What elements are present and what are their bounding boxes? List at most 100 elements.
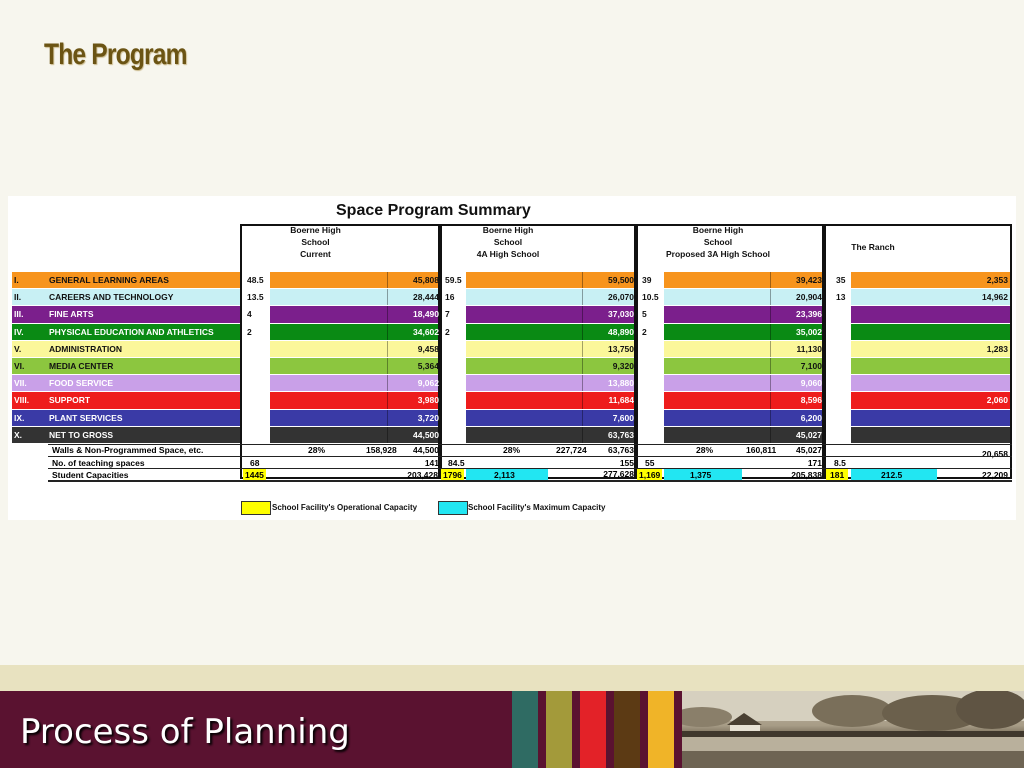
row-bar-divider bbox=[770, 409, 771, 426]
row-bar bbox=[466, 272, 634, 289]
row-number: II. bbox=[14, 292, 22, 303]
row-area: 13,750 bbox=[608, 343, 634, 354]
row-area: 14,962 bbox=[982, 292, 1008, 303]
row-bar bbox=[466, 358, 634, 375]
row-label: MEDIA CENTER bbox=[49, 361, 114, 371]
column-header-line: Current bbox=[300, 249, 331, 259]
capacity-value: 277,628 bbox=[603, 469, 634, 479]
row-bar bbox=[851, 358, 1010, 375]
row-bar bbox=[270, 272, 438, 289]
row-number: VII. bbox=[14, 378, 27, 389]
row-bar bbox=[664, 392, 822, 409]
row-label-band bbox=[12, 272, 240, 289]
capacity-rule bbox=[48, 468, 1012, 469]
row-bar-divider bbox=[770, 340, 771, 357]
row-bar bbox=[664, 306, 822, 323]
row-bar-divider bbox=[582, 409, 583, 426]
row-label: PHYSICAL EDUCATION AND ATHLETICS bbox=[49, 326, 214, 337]
row-bar-divider bbox=[387, 358, 388, 375]
row-bar bbox=[851, 409, 1010, 426]
row-bar-divider bbox=[582, 306, 583, 323]
row-bar bbox=[664, 323, 822, 340]
row-bar bbox=[851, 375, 1010, 392]
row-bar-divider bbox=[770, 392, 771, 409]
row-bar-divider bbox=[387, 323, 388, 340]
row-area: 11,130 bbox=[796, 343, 822, 354]
row-area: 13,880 bbox=[608, 378, 634, 389]
row-bar-divider bbox=[582, 358, 583, 375]
row-area: 3,980 bbox=[417, 395, 439, 406]
row-area: 45,808 bbox=[413, 275, 439, 285]
row-bar bbox=[466, 392, 634, 409]
row-bar bbox=[270, 323, 438, 340]
row-area: 63,763 bbox=[608, 429, 634, 440]
row-label: NET TO GROSS bbox=[49, 429, 114, 440]
column-header-line: Boerne High bbox=[692, 225, 744, 235]
row-bar bbox=[466, 289, 634, 306]
row-area: 20,904 bbox=[796, 292, 822, 303]
row-label: FINE ARTS bbox=[49, 309, 94, 320]
row-count: 16 bbox=[445, 292, 455, 303]
walls-total: 227,724 bbox=[556, 445, 587, 455]
row-area: 3,720 bbox=[417, 412, 439, 423]
row-count: 2 bbox=[642, 326, 647, 337]
walls-percent: 28% bbox=[308, 445, 326, 455]
row-number: V. bbox=[14, 343, 22, 354]
walls-value: 45,027 bbox=[796, 445, 822, 455]
walls-value: 20,658 bbox=[982, 449, 1008, 459]
row-bar bbox=[851, 306, 1010, 323]
row-bar-divider bbox=[387, 340, 388, 357]
column-header-line: School bbox=[301, 237, 330, 247]
row-bar-divider bbox=[770, 323, 771, 340]
row-area: 39,423 bbox=[796, 275, 822, 285]
teaching-value: 141 bbox=[424, 458, 439, 468]
row-bar-divider bbox=[770, 272, 771, 289]
row-label-band bbox=[12, 392, 240, 409]
row-bar bbox=[270, 409, 438, 426]
row-bar bbox=[270, 375, 438, 392]
column-box-1 bbox=[240, 224, 440, 479]
row-bar-divider bbox=[582, 340, 583, 357]
row-label-band bbox=[12, 358, 240, 375]
row-bar bbox=[664, 426, 822, 443]
row-bar-divider bbox=[387, 409, 388, 426]
capacity-operational: 181 bbox=[826, 469, 849, 481]
row-number: X. bbox=[14, 429, 23, 440]
teaching-count: 55 bbox=[645, 458, 655, 468]
row-area: 9,060 bbox=[800, 378, 822, 389]
row-bar-divider bbox=[770, 358, 771, 375]
row-bar bbox=[851, 272, 1010, 289]
row-bar bbox=[466, 323, 634, 340]
capacity-operational: 1445 bbox=[243, 469, 266, 481]
row-bar bbox=[664, 272, 822, 289]
row-label: ADMINISTRATION bbox=[49, 343, 123, 354]
row-area: 34,602 bbox=[413, 326, 439, 337]
row-area: 48,890 bbox=[608, 326, 634, 337]
row-label-band bbox=[12, 289, 240, 306]
teaching-label: No. of teaching spaces bbox=[52, 458, 145, 468]
capacity-value: 203,428 bbox=[407, 470, 438, 480]
summary-title: Space Program Summary bbox=[336, 202, 531, 219]
walls-label: Walls & Non-Programmed Space, etc. bbox=[52, 445, 204, 455]
footer-stripe bbox=[614, 691, 640, 768]
teaching-count: 68 bbox=[250, 458, 260, 468]
row-area: 2,060 bbox=[986, 395, 1008, 406]
row-label: SUPPORT bbox=[49, 395, 91, 406]
row-area: 35,002 bbox=[796, 326, 822, 337]
row-area: 9,458 bbox=[417, 343, 439, 354]
row-area: 26,070 bbox=[608, 292, 634, 303]
row-area: 45,027 bbox=[796, 429, 822, 440]
row-number: IX. bbox=[14, 412, 25, 423]
capacity-maximum: 212.5 bbox=[851, 469, 937, 481]
row-number: VI. bbox=[14, 361, 25, 371]
legend-maximum-swatch bbox=[438, 501, 468, 515]
teaching-rule bbox=[48, 456, 1012, 457]
column-header-1: Boerne High School Current bbox=[248, 224, 383, 260]
capacity-value: 205,838 bbox=[791, 470, 822, 480]
legend-operational-label: School Facility's Operational Capacity bbox=[272, 503, 418, 512]
row-count: 35 bbox=[836, 275, 846, 285]
teaching-count: 8.5 bbox=[834, 458, 846, 468]
row-bar bbox=[466, 340, 634, 357]
row-bar bbox=[466, 409, 634, 426]
row-bar bbox=[664, 375, 822, 392]
